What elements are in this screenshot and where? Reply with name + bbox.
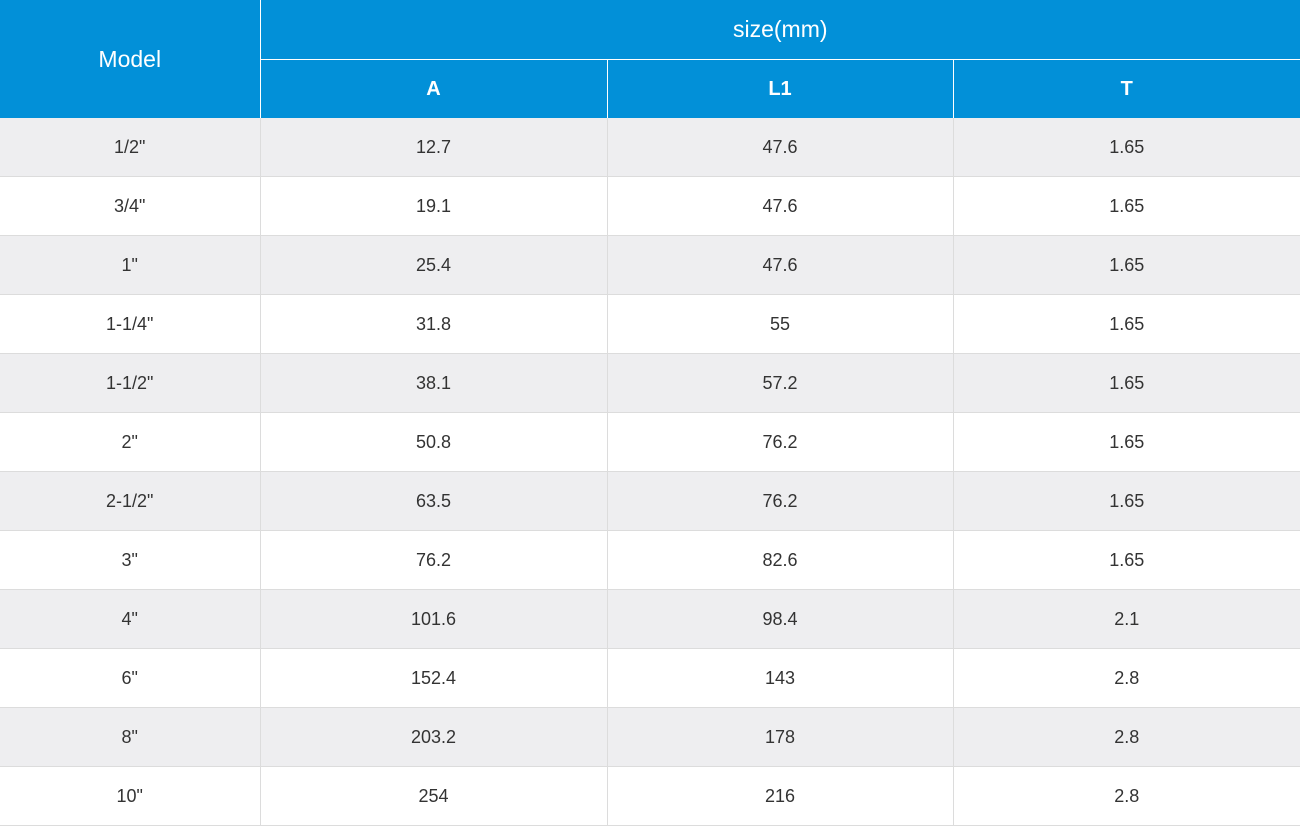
table-header: Model size(mm) A L1 T [0, 0, 1300, 118]
cell-a: 31.8 [260, 294, 608, 354]
header-row-columns: A L1 T [0, 59, 1300, 118]
cell-model: 6" [0, 648, 261, 708]
cell-model: 1" [0, 235, 261, 295]
cell-a: 63.5 [260, 471, 608, 531]
cell-l1: 47.6 [607, 118, 954, 177]
cell-l1: 76.2 [607, 471, 954, 531]
cell-a: 25.4 [260, 235, 608, 295]
cell-t: 2.8 [953, 648, 1300, 708]
cell-t: 1.65 [953, 530, 1300, 590]
cell-a: 19.1 [260, 176, 608, 236]
cell-l1: 47.6 [607, 235, 954, 295]
cell-l1: 178 [607, 707, 954, 767]
cell-model: 2" [0, 412, 261, 472]
table-row: 4" 101.6 98.4 2.1 [0, 589, 1300, 649]
size-group-header: size(mm) [260, 0, 1300, 60]
cell-l1: 47.6 [607, 176, 954, 236]
cell-a: 50.8 [260, 412, 608, 472]
cell-a: 12.7 [260, 118, 608, 177]
cell-t: 1.65 [953, 412, 1300, 472]
cell-l1: 55 [607, 294, 954, 354]
table-body: 1/2" 12.7 47.6 1.65 3/4" 19.1 47.6 1.65 … [0, 118, 1300, 826]
cell-model: 3/4" [0, 176, 261, 236]
cell-t: 1.65 [953, 235, 1300, 295]
table-row: 1-1/4" 31.8 55 1.65 [0, 294, 1300, 354]
cell-t: 1.65 [953, 471, 1300, 531]
cell-model: 4" [0, 589, 261, 649]
cell-t: 1.65 [953, 118, 1300, 177]
table-row: 1/2" 12.7 47.6 1.65 [0, 118, 1300, 177]
cell-l1: 98.4 [607, 589, 954, 649]
cell-model: 2-1/2" [0, 471, 261, 531]
cell-model: 1-1/2" [0, 353, 261, 413]
cell-model: 1-1/4" [0, 294, 261, 354]
column-header-l1: L1 [607, 59, 954, 118]
cell-a: 152.4 [260, 648, 608, 708]
cell-model: 10" [0, 766, 261, 826]
cell-a: 203.2 [260, 707, 608, 767]
column-header-t: T [953, 59, 1300, 118]
cell-a: 254 [260, 766, 608, 826]
cell-t: 2.1 [953, 589, 1300, 649]
column-header-a: A [260, 59, 608, 118]
table-row: 6" 152.4 143 2.8 [0, 648, 1300, 708]
cell-a: 101.6 [260, 589, 608, 649]
cell-model: 3" [0, 530, 261, 590]
header-row-top: Model size(mm) [0, 0, 1300, 118]
table-row: 3/4" 19.1 47.6 1.65 [0, 176, 1300, 236]
cell-t: 1.65 [953, 176, 1300, 236]
table-row: 3" 76.2 82.6 1.65 [0, 530, 1300, 590]
table-row: 2-1/2" 63.5 76.2 1.65 [0, 471, 1300, 531]
cell-a: 76.2 [260, 530, 608, 590]
table-row: 8" 203.2 178 2.8 [0, 707, 1300, 767]
cell-t: 1.65 [953, 353, 1300, 413]
cell-l1: 82.6 [607, 530, 954, 590]
table-row: 1-1/2" 38.1 57.2 1.65 [0, 353, 1300, 413]
cell-l1: 216 [607, 766, 954, 826]
model-column-header: Model [0, 0, 261, 118]
cell-t: 2.8 [953, 766, 1300, 826]
cell-model: 8" [0, 707, 261, 767]
table-row: 1" 25.4 47.6 1.65 [0, 235, 1300, 295]
cell-t: 1.65 [953, 294, 1300, 354]
table-row: 10" 254 216 2.8 [0, 766, 1300, 826]
cell-l1: 143 [607, 648, 954, 708]
cell-l1: 57.2 [607, 353, 954, 413]
cell-model: 1/2" [0, 118, 261, 177]
cell-l1: 76.2 [607, 412, 954, 472]
cell-t: 2.8 [953, 707, 1300, 767]
cell-a: 38.1 [260, 353, 608, 413]
table-row: 2" 50.8 76.2 1.65 [0, 412, 1300, 472]
